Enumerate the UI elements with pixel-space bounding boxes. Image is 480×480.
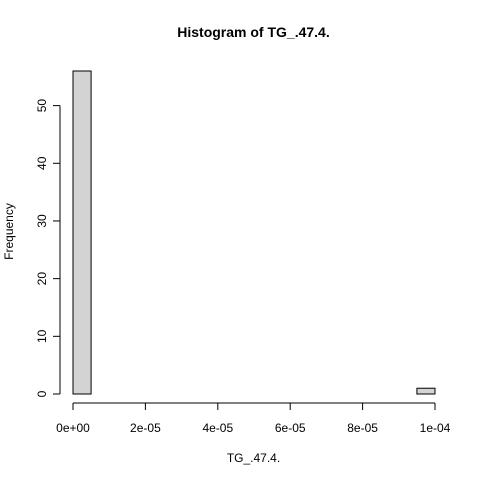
x-tick-label: 2e-05 bbox=[130, 421, 161, 435]
y-tick-label: 0 bbox=[35, 390, 49, 397]
y-tick-label: 20 bbox=[35, 272, 49, 286]
histogram-bar bbox=[416, 387, 436, 395]
bars-layer bbox=[72, 70, 436, 395]
y-axis-title: Frequency bbox=[2, 203, 16, 260]
y-tick-label: 50 bbox=[35, 99, 49, 113]
y-axis: 0 10 20 30 40 50 bbox=[35, 99, 61, 397]
chart-title: Histogram of TG_.47.4. bbox=[177, 24, 329, 40]
histogram-bar bbox=[72, 70, 92, 395]
x-axis-title: TG_.47.4. bbox=[227, 451, 280, 465]
x-tick-label: 1e-04 bbox=[420, 421, 451, 435]
x-tick-label: 6e-05 bbox=[275, 421, 306, 435]
y-tick-label: 40 bbox=[35, 156, 49, 170]
x-tick-label: 0e+00 bbox=[56, 421, 90, 435]
x-tick-label: 8e-05 bbox=[347, 421, 378, 435]
x-axis: 0e+00 2e-05 4e-05 6e-05 8e-05 1e-04 bbox=[56, 402, 451, 435]
y-tick-label: 10 bbox=[35, 329, 49, 343]
x-tick-label: 4e-05 bbox=[202, 421, 233, 435]
y-tick-label: 30 bbox=[35, 214, 49, 228]
